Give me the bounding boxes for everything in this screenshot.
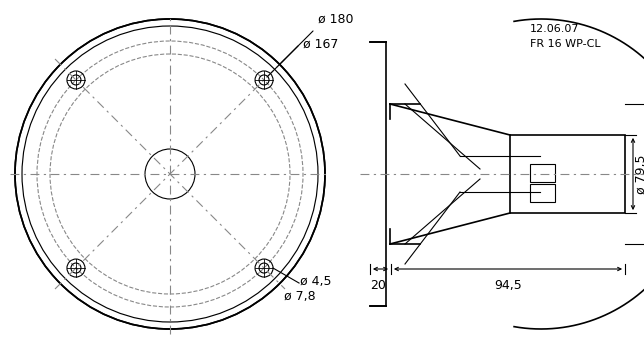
Text: 20: 20 (370, 279, 386, 292)
Bar (530, 184, 555, 202)
Text: 94,5: 94,5 (494, 279, 522, 292)
Text: ø 79,5: ø 79,5 (635, 154, 644, 194)
Text: ø 7,8: ø 7,8 (284, 290, 316, 303)
Text: 12.06.07: 12.06.07 (530, 24, 580, 34)
Text: ø 180: ø 180 (318, 13, 354, 26)
Bar (530, 164, 555, 182)
Text: FR 16 WP-CL: FR 16 WP-CL (530, 39, 601, 49)
Bar (510, 135, 625, 213)
Text: ø 167: ø 167 (303, 37, 338, 51)
Text: ø 4,5: ø 4,5 (300, 275, 332, 288)
